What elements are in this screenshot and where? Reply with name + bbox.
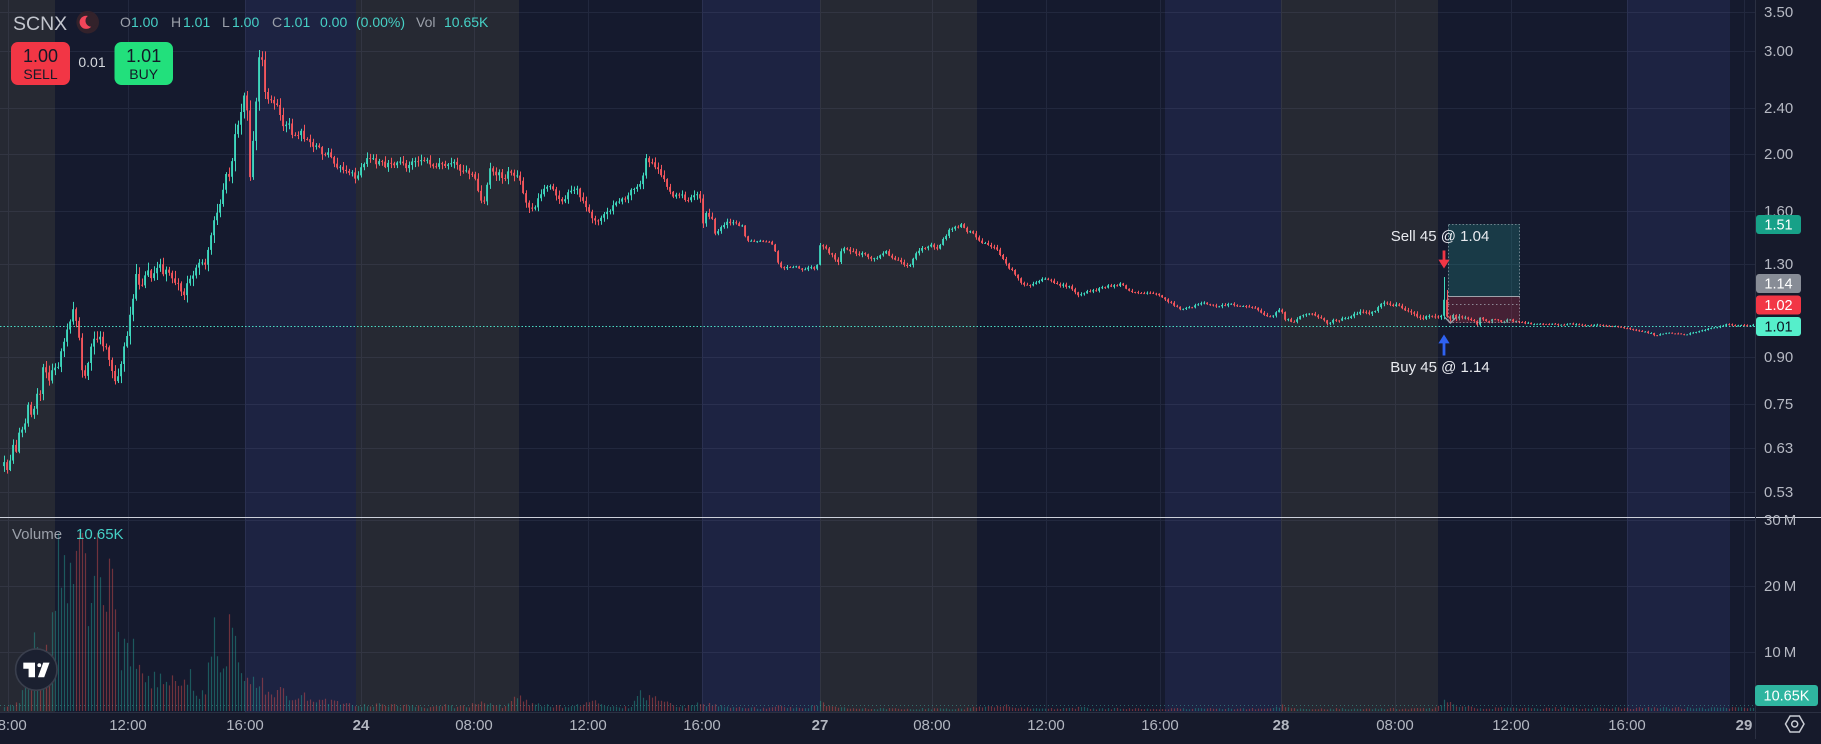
- svg-text:16:00: 16:00: [1608, 717, 1646, 734]
- svg-text:20 M: 20 M: [1764, 578, 1796, 595]
- svg-text:1.51: 1.51: [1764, 218, 1792, 234]
- svg-text:3.50: 3.50: [1764, 4, 1793, 21]
- svg-text:0.53: 0.53: [1764, 484, 1793, 501]
- svg-text:1.00: 1.00: [131, 14, 158, 30]
- svg-text:(0.00%): (0.00%): [356, 14, 405, 30]
- svg-text:30 M: 30 M: [1764, 512, 1796, 529]
- svg-text:08:00: 08:00: [455, 717, 493, 734]
- svg-text:0.01: 0.01: [78, 54, 105, 70]
- svg-text:C: C: [272, 14, 282, 30]
- svg-text:Volume: Volume: [12, 526, 62, 543]
- svg-text:SCNX: SCNX: [13, 13, 67, 35]
- svg-text:24: 24: [353, 717, 370, 734]
- svg-text:Vol: Vol: [416, 14, 435, 30]
- svg-text:Sell 45 @ 1.04: Sell 45 @ 1.04: [1391, 228, 1490, 245]
- svg-text:1.02: 1.02: [1764, 298, 1792, 314]
- svg-text:1.01: 1.01: [283, 14, 310, 30]
- svg-text:10.65K: 10.65K: [1764, 689, 1810, 705]
- svg-text:16:00: 16:00: [1141, 717, 1179, 734]
- svg-text:L: L: [222, 14, 230, 30]
- svg-text:O: O: [120, 14, 131, 30]
- svg-text:1.01: 1.01: [183, 14, 210, 30]
- svg-text:08:00: 08:00: [1376, 717, 1414, 734]
- svg-text:1.14: 1.14: [1764, 277, 1792, 293]
- svg-text:Buy 45 @ 1.14: Buy 45 @ 1.14: [1390, 359, 1489, 376]
- svg-text:SELL: SELL: [23, 66, 57, 82]
- svg-text:08:00: 08:00: [913, 717, 951, 734]
- svg-text:0.90: 0.90: [1764, 349, 1793, 366]
- svg-text:10 M: 10 M: [1764, 644, 1796, 661]
- svg-text:16:00: 16:00: [683, 717, 721, 734]
- svg-text:08:00: 08:00: [0, 717, 27, 734]
- svg-text:29: 29: [1736, 717, 1753, 734]
- svg-text:1.00: 1.00: [232, 14, 259, 30]
- svg-text:BUY: BUY: [129, 66, 158, 82]
- svg-text:2.40: 2.40: [1764, 100, 1793, 117]
- svg-text:10.65K: 10.65K: [76, 526, 124, 543]
- svg-text:H: H: [171, 14, 181, 30]
- svg-text:0.75: 0.75: [1764, 396, 1793, 413]
- svg-text:0.63: 0.63: [1764, 440, 1793, 457]
- svg-text:2.00: 2.00: [1764, 146, 1793, 163]
- svg-text:1.30: 1.30: [1764, 256, 1793, 273]
- svg-text:12:00: 12:00: [1492, 717, 1530, 734]
- svg-text:1.01: 1.01: [126, 46, 161, 66]
- svg-text:0.00: 0.00: [320, 14, 347, 30]
- svg-text:16:00: 16:00: [226, 717, 264, 734]
- svg-text:3.00: 3.00: [1764, 43, 1793, 60]
- svg-text:1.00: 1.00: [23, 46, 58, 66]
- svg-text:12:00: 12:00: [569, 717, 607, 734]
- svg-text:10.65K: 10.65K: [444, 14, 489, 30]
- svg-text:12:00: 12:00: [1027, 717, 1065, 734]
- svg-text:1.01: 1.01: [1764, 320, 1792, 336]
- svg-text:12:00: 12:00: [109, 717, 147, 734]
- svg-text:28: 28: [1273, 717, 1290, 734]
- svg-text:27: 27: [812, 717, 829, 734]
